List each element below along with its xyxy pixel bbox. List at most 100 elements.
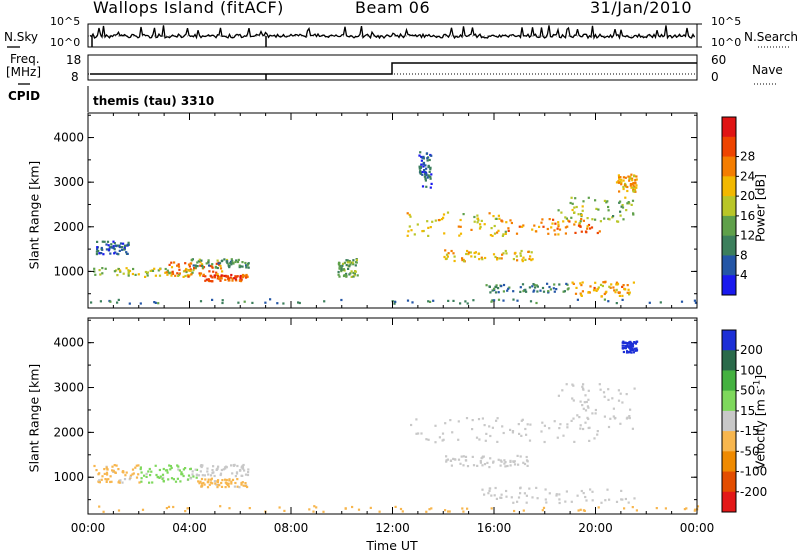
power-echo-cell: [122, 242, 125, 245]
power-echo-cell: [550, 226, 553, 229]
power-echo-cell: [117, 298, 120, 301]
velocity-echo-cell: [512, 501, 515, 504]
power-echo-cell: [557, 221, 560, 224]
power-echo-cell: [480, 256, 483, 259]
power-echo-cell: [500, 285, 503, 288]
velocity-echo-cell: [629, 408, 632, 411]
velocity-echo-cell: [247, 468, 250, 471]
velocity-echo-cell: [544, 488, 547, 491]
velocity-echo-cell: [105, 471, 109, 474]
velocity-echo-cell: [219, 472, 223, 475]
power-echo-cell: [450, 249, 453, 253]
power-echo-cell: [531, 228, 534, 231]
power-echo-cell: [625, 209, 628, 212]
velocity-echo-cell: [485, 432, 488, 435]
power-echo-cell: [609, 286, 612, 289]
velocity-echo-cell: [460, 455, 463, 458]
velocity-echo-cell: [553, 420, 556, 423]
power-echo-cell: [236, 275, 239, 278]
power-echo-cell: [619, 214, 622, 217]
velocity-echo-cell: [111, 465, 114, 468]
power-echo-cell: [158, 274, 162, 277]
power-echo-cell: [219, 279, 222, 282]
power-echo-cell: [466, 302, 469, 305]
velocity-echo-cell: [234, 475, 237, 478]
velocity-echo-cell: [541, 421, 544, 424]
power-echo-cell: [617, 220, 620, 223]
power-echo-cell: [470, 228, 473, 231]
power-echo-cell: [489, 291, 492, 294]
power-echo-cell: [338, 261, 341, 265]
power-echo-cell: [538, 225, 541, 228]
velocity-echo-cell: [118, 481, 121, 484]
velocity-echo-cell: [446, 458, 449, 461]
velocity-echo-cell: [228, 507, 231, 510]
velocity-echo-cell: [234, 481, 237, 485]
velocity-echo-cell: [555, 494, 558, 497]
power-echo-cell: [428, 170, 431, 173]
velocity-echo-cell: [176, 477, 179, 480]
power-echo-cell: [572, 282, 575, 285]
velocity-echo-cell: [655, 507, 658, 510]
velocity-echo-cell: [462, 464, 465, 467]
velocity-echo-cell: [621, 401, 624, 404]
power-echo-cell: [221, 299, 224, 302]
velocity-echo-cell: [378, 510, 381, 513]
velocity-echo-cell: [211, 469, 214, 472]
power-echo-cell: [144, 275, 147, 278]
power-echo-cell: [535, 301, 538, 305]
velocity-echo-cell: [155, 473, 158, 477]
power-echo-cell: [153, 267, 156, 270]
velocity-echo-cell: [241, 481, 244, 484]
velocity-echo-cell: [491, 426, 494, 429]
power-echo-cell: [501, 220, 504, 223]
power-echo-cell: [216, 266, 219, 270]
power-echo-cell: [497, 229, 500, 232]
velocity-echo-cell: [493, 494, 496, 497]
velocity-echo-cell: [244, 484, 247, 488]
power-echo-cell: [589, 285, 592, 288]
velocity-echo-cell: [308, 508, 311, 511]
power-echo-cell: [247, 266, 250, 269]
power-echo-cell: [442, 213, 446, 216]
power-echo-cell: [422, 157, 425, 160]
power-echo-cell: [547, 291, 550, 294]
velocity-colorbar-swatch: [722, 471, 736, 493]
velocity-echo-cell: [215, 483, 218, 486]
power-echo-cell: [204, 275, 207, 278]
velocity-echo-cell: [189, 477, 193, 480]
velocity-echo-cell: [488, 489, 491, 492]
velocity-echo-cell: [466, 465, 470, 468]
nave-tick-bottom: 0: [711, 70, 719, 84]
power-echo-cell: [215, 271, 218, 274]
power-echo-cell: [154, 274, 157, 277]
velocity-echo-cell: [587, 417, 590, 421]
velocity-echo-cell: [209, 474, 213, 477]
velocity-echo-cell: [519, 492, 522, 495]
velocity-echo-cell: [509, 428, 512, 431]
power-echo-cell: [243, 300, 246, 303]
velocity-echo-cell: [219, 473, 222, 477]
velocity-echo-cell: [214, 482, 217, 485]
power-echo-cell: [200, 263, 204, 266]
power-echo-cell: [615, 181, 619, 184]
velocity-echo-cell: [582, 492, 585, 495]
velocity-echo-cell: [180, 473, 183, 476]
power-echo-cell: [567, 287, 570, 290]
velocity-echo-cell: [486, 461, 489, 464]
velocity-echo-cell: [131, 473, 134, 476]
power-echo-cell: [629, 183, 632, 186]
power-echo-cell: [429, 168, 432, 171]
power-echo-cell: [247, 262, 250, 265]
power-echo-cell: [168, 272, 171, 275]
velocity-echo-cell: [626, 344, 629, 347]
velocity-echo-cell: [222, 468, 225, 471]
velocity-echo-cell: [242, 463, 245, 467]
power-echo-cell: [421, 170, 424, 174]
power-echo-cell: [522, 256, 525, 259]
power-colorbar-tick-label: 20: [740, 189, 755, 203]
power-echo-cell: [592, 289, 596, 292]
power-echo-cell: [504, 232, 507, 235]
velocity-echo-cell: [208, 483, 211, 486]
power-echo-cell: [199, 264, 202, 267]
